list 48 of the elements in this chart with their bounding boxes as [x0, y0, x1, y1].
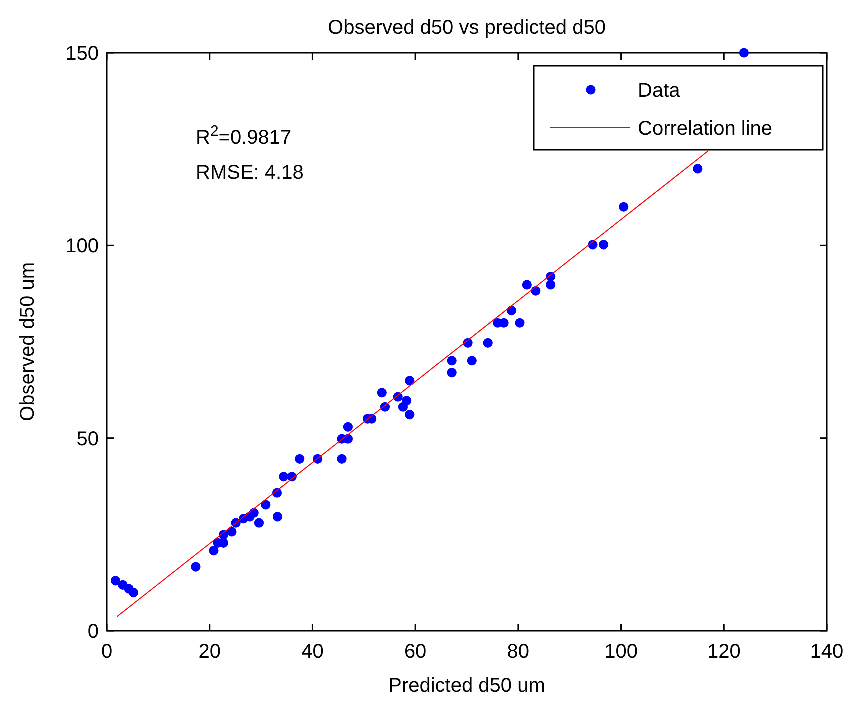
point — [405, 376, 415, 386]
legend-label: Data — [638, 80, 682, 102]
y-tick-label: 150 — [66, 43, 99, 65]
point — [739, 48, 749, 58]
point — [279, 472, 289, 482]
point — [191, 562, 201, 572]
point — [272, 512, 283, 522]
chart-title: Observed d50 vs predicted d50 — [328, 17, 606, 39]
point — [295, 454, 305, 464]
y-tick-label: 50 — [76, 428, 99, 450]
y-tick-label: 0 — [88, 621, 99, 643]
point — [377, 388, 387, 398]
point — [110, 576, 121, 586]
point — [209, 546, 219, 556]
x-tick-label: 120 — [707, 641, 741, 663]
point — [343, 422, 353, 432]
point — [261, 500, 271, 510]
point — [402, 396, 412, 406]
legend-label: Correlation line — [638, 118, 773, 140]
point — [515, 318, 525, 328]
point — [599, 240, 609, 250]
x-tick-label: 40 — [302, 641, 324, 663]
point — [506, 306, 517, 316]
point — [128, 588, 139, 598]
x-tick-label: 20 — [198, 641, 221, 663]
point — [337, 454, 347, 464]
point — [405, 410, 415, 420]
x-tick-label: 80 — [507, 641, 530, 663]
point — [467, 356, 477, 366]
x-tick-label: 140 — [810, 641, 844, 663]
point — [447, 356, 457, 366]
point — [227, 527, 237, 537]
point — [619, 202, 629, 212]
point — [522, 280, 532, 290]
y-axis-title: Observed d50 um — [17, 262, 39, 422]
annotation: R$^{2}$=0.9817 — [196, 122, 292, 149]
x-tick-label: 100 — [604, 641, 638, 663]
point — [254, 518, 264, 528]
x-tick-label: 0 — [101, 641, 113, 663]
x-tick-label: 60 — [404, 641, 427, 663]
annotation: RMSE: 4.18 — [196, 162, 304, 184]
point — [693, 164, 703, 174]
point — [447, 368, 457, 378]
point — [483, 338, 493, 348]
point — [546, 280, 556, 290]
x-axis-title: Predicted d50 um — [388, 675, 546, 697]
point — [499, 318, 509, 328]
y-tick-label: 100 — [66, 236, 99, 258]
